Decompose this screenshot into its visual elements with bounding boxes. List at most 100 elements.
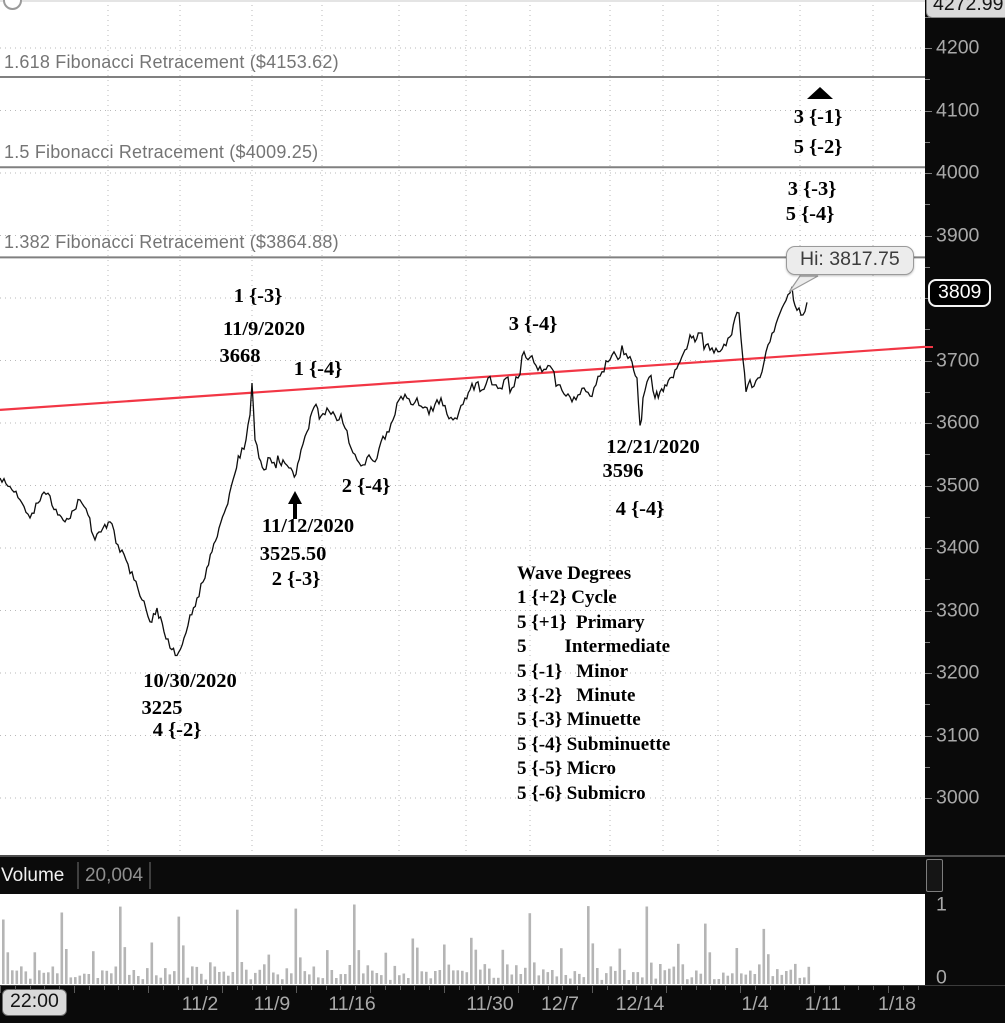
volume-bar: [434, 971, 437, 984]
volume-bar: [402, 973, 406, 984]
pane-button[interactable]: [926, 859, 943, 892]
volume-bar: [735, 948, 739, 984]
volume-bar: [587, 906, 590, 984]
volume-bar: [470, 937, 473, 984]
volume-pane-canvas[interactable]: [0, 894, 925, 985]
volume-bar: [362, 973, 365, 984]
volume-bar: [173, 971, 176, 984]
price-axis-label: 4100: [936, 99, 980, 121]
volume-bar: [60, 912, 64, 984]
volume-bar: [605, 973, 608, 984]
time-axis-tick: [503, 986, 505, 990]
time-axis-tick: [88, 986, 90, 990]
volume-bar: [51, 966, 55, 984]
volume-bar: [105, 970, 109, 984]
volume-bar: [195, 966, 199, 984]
time-axis-tick: [769, 986, 771, 990]
price-pane[interactable]: [0, 0, 925, 857]
time-axis[interactable]: 22:00 11/2 11/9 11/16 11/30 12/7 12/14 1/4 1/11…: [0, 985, 1005, 1023]
volume-bar: [213, 966, 217, 984]
price-axis-label: 3100: [936, 724, 980, 746]
pane-divider[interactable]: [0, 855, 1005, 857]
volume-bar: [713, 979, 716, 984]
time-axis-label: 1/4: [741, 993, 769, 1015]
volume-bar: [276, 974, 280, 984]
volume-bar: [321, 978, 325, 984]
time-axis-tick: [873, 986, 875, 990]
time-axis-tick: [370, 986, 371, 993]
price-series: [0, 286, 808, 657]
volume-bar: [654, 978, 658, 984]
volume-bar: [672, 966, 676, 984]
volume-bar: [389, 979, 392, 984]
volume-bar: [497, 977, 500, 984]
volume-indicator-header: Volume 20,004: [0, 857, 925, 894]
volume-bar: [537, 975, 541, 984]
time-axis-tick: [843, 986, 845, 990]
volume-bar: [578, 973, 581, 984]
trend-line[interactable]: [0, 345, 925, 411]
wave-annotation: 1 {-4}: [293, 358, 343, 380]
volume-bar: [258, 969, 262, 984]
volume-bar: [591, 943, 595, 984]
volume-bar: [344, 974, 347, 984]
volume-bar: [510, 974, 514, 984]
price-axis-tick: [925, 516, 930, 518]
time-axis-tick: [177, 986, 179, 990]
volume-bar: [204, 979, 208, 984]
wave-annotation: 4 {-4}: [615, 498, 665, 520]
price-axis-tick: [925, 673, 932, 674]
time-axis-label: 11/9: [253, 993, 291, 1015]
volume-bar: [290, 973, 293, 984]
volume-bar: [546, 972, 550, 984]
volume-pane[interactable]: [0, 894, 925, 985]
triangle-up-marker-icon: [807, 87, 833, 99]
time-axis-tick: [814, 986, 815, 993]
time-axis-tick: [888, 986, 889, 993]
volume-indicator-label[interactable]: Volume: [1, 864, 65, 886]
volume-bar: [569, 978, 572, 984]
volume-bar: [159, 977, 163, 984]
volume-bar: [618, 948, 622, 984]
volume-bar: [2, 919, 5, 984]
volume-bar: [339, 974, 343, 984]
price-axis[interactable]: 4272.99 3809 420041004000390038003700360…: [925, 0, 1005, 989]
volume-bar: [186, 977, 190, 984]
volume-bar: [110, 973, 113, 984]
time-axis-tick: [621, 986, 623, 990]
time-axis-tick: [207, 986, 209, 990]
volume-bar: [582, 977, 586, 984]
volume-bar: [20, 966, 23, 984]
volume-bar: [519, 974, 523, 984]
time-axis-tick: [473, 986, 475, 990]
volume-bar: [663, 970, 667, 984]
volume-bar: [6, 952, 10, 984]
volume-bar: [627, 980, 631, 984]
volume-bar: [335, 978, 338, 984]
fibonacci-label: 1.382 Fibonacci Retracement ($3864.88): [4, 232, 339, 253]
wave-annotation: 3525.50: [259, 543, 327, 565]
time-axis-tick: [902, 986, 904, 990]
volume-bar: [393, 965, 397, 984]
price-axis-tick: [925, 485, 932, 487]
volume-bar: [312, 966, 316, 984]
price-pane-canvas[interactable]: [0, 0, 925, 857]
wave-annotation: 10/30/2020: [143, 670, 237, 692]
price-axis-tick: [925, 48, 932, 49]
volume-bar: [348, 965, 352, 984]
volume-bar: [96, 978, 100, 984]
volume-bar: [650, 962, 653, 984]
volume-bar: [686, 979, 689, 984]
time-axis-tick: [680, 986, 682, 990]
volume-bar: [515, 965, 518, 984]
volume-bar: [461, 970, 464, 984]
volume-bar: [708, 952, 712, 984]
time-axis-tick: [725, 986, 727, 990]
wave-degrees-row: 5 Intermediate: [517, 636, 671, 658]
volume-bar: [366, 965, 370, 984]
wave-annotation: 1 {-3}: [233, 285, 283, 307]
time-axis-tick: [148, 986, 149, 993]
price-axis-tick: [925, 766, 930, 768]
volume-bar: [668, 968, 671, 984]
time-axis-tick: [192, 986, 194, 990]
